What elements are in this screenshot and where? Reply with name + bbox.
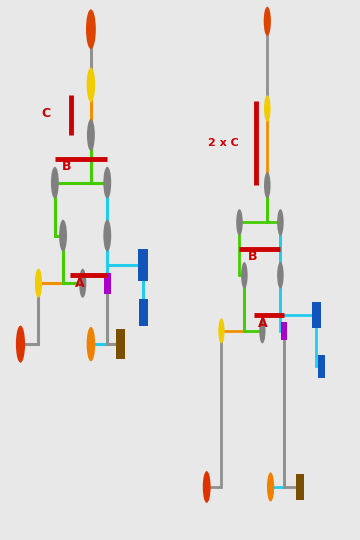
Ellipse shape (277, 262, 284, 288)
Bar (318, 355, 325, 378)
Ellipse shape (236, 209, 243, 235)
Ellipse shape (103, 220, 111, 252)
Ellipse shape (264, 6, 271, 36)
Ellipse shape (218, 318, 225, 343)
Ellipse shape (103, 167, 111, 199)
Text: A: A (75, 277, 84, 291)
Ellipse shape (87, 68, 95, 102)
Text: B: B (248, 250, 257, 264)
Ellipse shape (264, 96, 271, 122)
Ellipse shape (203, 471, 211, 503)
Ellipse shape (35, 269, 42, 298)
Bar (116, 329, 125, 359)
Bar (312, 302, 320, 328)
Ellipse shape (87, 327, 95, 361)
Text: C: C (42, 107, 51, 120)
Ellipse shape (59, 220, 67, 252)
Text: B: B (62, 160, 71, 173)
Ellipse shape (259, 318, 265, 343)
Ellipse shape (267, 472, 274, 502)
Text: A: A (257, 318, 267, 330)
Ellipse shape (79, 269, 86, 298)
Ellipse shape (264, 172, 271, 199)
Text: 2 x C: 2 x C (208, 138, 239, 148)
Bar (296, 474, 304, 500)
Ellipse shape (16, 326, 25, 363)
Ellipse shape (241, 262, 248, 288)
Ellipse shape (51, 167, 59, 199)
Bar (139, 299, 148, 326)
Bar (138, 249, 148, 281)
Ellipse shape (277, 209, 284, 235)
Ellipse shape (86, 9, 96, 49)
Ellipse shape (87, 119, 95, 151)
